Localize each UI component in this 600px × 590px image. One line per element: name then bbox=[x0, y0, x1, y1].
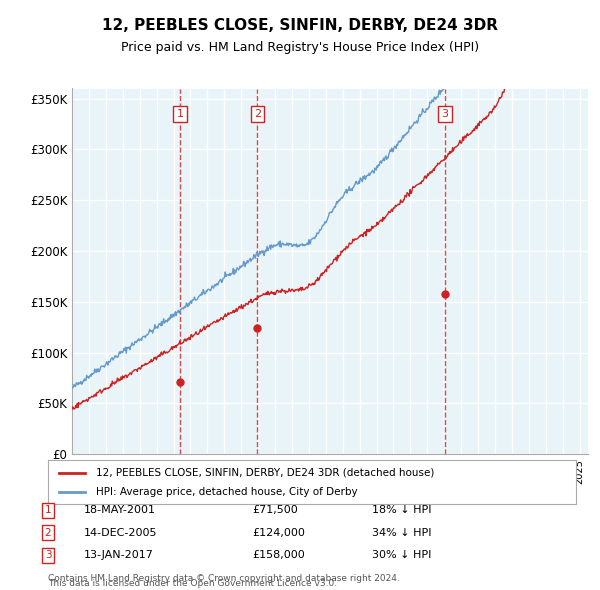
Text: This data is licensed under the Open Government Licence v3.0.: This data is licensed under the Open Gov… bbox=[48, 579, 337, 588]
Text: 13-JAN-2017: 13-JAN-2017 bbox=[84, 550, 154, 560]
Text: 18-MAY-2001: 18-MAY-2001 bbox=[84, 506, 156, 515]
Text: Contains HM Land Registry data © Crown copyright and database right 2024.: Contains HM Land Registry data © Crown c… bbox=[48, 574, 400, 583]
Text: 30% ↓ HPI: 30% ↓ HPI bbox=[372, 550, 431, 560]
Text: 2: 2 bbox=[44, 528, 52, 537]
Text: 12, PEEBLES CLOSE, SINFIN, DERBY, DE24 3DR: 12, PEEBLES CLOSE, SINFIN, DERBY, DE24 3… bbox=[102, 18, 498, 32]
Text: 2: 2 bbox=[254, 109, 261, 119]
Text: 3: 3 bbox=[44, 550, 52, 560]
Text: 14-DEC-2005: 14-DEC-2005 bbox=[84, 528, 157, 537]
Text: 34% ↓ HPI: 34% ↓ HPI bbox=[372, 528, 431, 537]
Text: 1: 1 bbox=[176, 109, 184, 119]
Text: £71,500: £71,500 bbox=[252, 506, 298, 515]
Text: 1: 1 bbox=[44, 506, 52, 515]
Text: 12, PEEBLES CLOSE, SINFIN, DERBY, DE24 3DR (detached house): 12, PEEBLES CLOSE, SINFIN, DERBY, DE24 3… bbox=[95, 468, 434, 477]
Text: 3: 3 bbox=[442, 109, 448, 119]
Text: HPI: Average price, detached house, City of Derby: HPI: Average price, detached house, City… bbox=[95, 487, 357, 497]
Text: 18% ↓ HPI: 18% ↓ HPI bbox=[372, 506, 431, 515]
Text: £158,000: £158,000 bbox=[252, 550, 305, 560]
Text: £124,000: £124,000 bbox=[252, 528, 305, 537]
Text: Price paid vs. HM Land Registry's House Price Index (HPI): Price paid vs. HM Land Registry's House … bbox=[121, 41, 479, 54]
